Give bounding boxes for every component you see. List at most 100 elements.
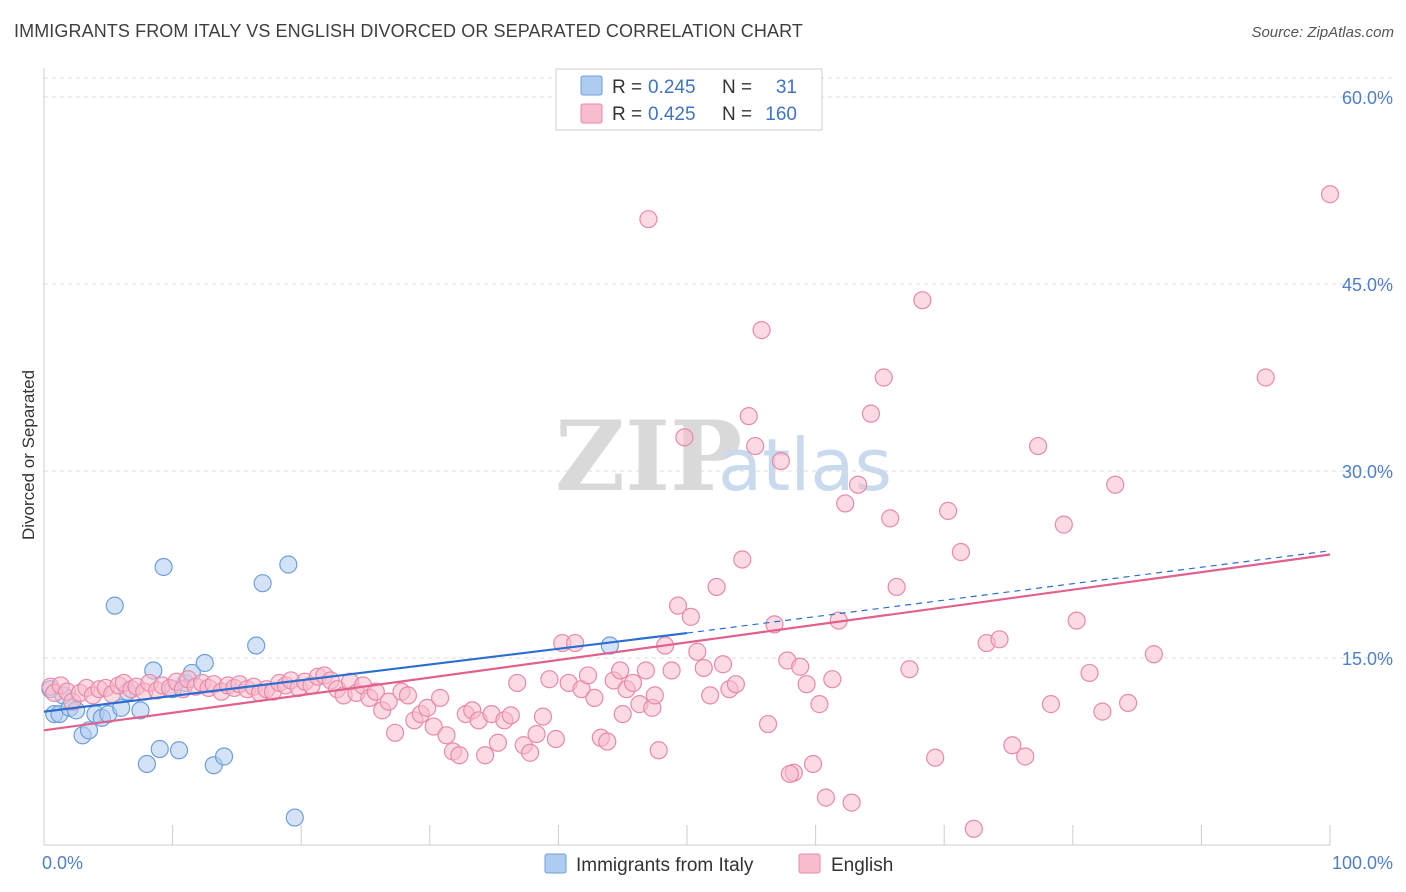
english-point-105 — [713, 655, 733, 674]
legend-english-n-value: 160 — [765, 104, 797, 125]
watermark-atlas: atlas — [718, 423, 892, 507]
italy-point-27 — [253, 574, 272, 593]
english-point-117 — [791, 657, 810, 676]
english-point-118 — [797, 675, 816, 694]
english-point-155 — [645, 686, 664, 705]
english-point-89 — [611, 661, 630, 680]
english-point-143 — [1054, 515, 1073, 534]
english-point-153 — [613, 704, 632, 724]
english-point-140 — [1016, 747, 1035, 766]
english-point-144 — [1067, 611, 1086, 630]
english-point-87 — [598, 732, 617, 751]
english-point-129 — [881, 509, 900, 528]
y-tick-label-30: 30.0% — [1342, 462, 1393, 482]
english-point-110 — [746, 436, 765, 456]
english-point-99 — [675, 428, 694, 447]
english-point-53 — [379, 692, 398, 711]
english-point-56 — [398, 686, 418, 705]
source-label: Source: ZipAtlas.com — [1251, 24, 1394, 41]
english-point-148 — [1118, 693, 1138, 712]
legend-italy-r-label: R = — [612, 77, 642, 98]
english-point-78 — [540, 670, 559, 689]
bottom-legend-swatch-italy — [544, 853, 567, 874]
bottom-legend-italy: Immigrants from Italy — [576, 855, 754, 876]
english-point-131 — [900, 660, 919, 679]
italy-point-23 — [195, 653, 214, 673]
english-point-51 — [366, 682, 385, 701]
english-point-125 — [842, 793, 861, 812]
english-point-149 — [1144, 645, 1163, 664]
x-tick-label-max: 100.0% — [1332, 853, 1393, 873]
english-point-141 — [1028, 436, 1048, 456]
italy-trend-line — [43, 631, 688, 713]
italy-point-28 — [279, 555, 298, 574]
english-point-142 — [1041, 695, 1061, 714]
english-point-103 — [701, 686, 720, 705]
y-tick-label-45: 45.0% — [1342, 275, 1393, 295]
english-point-95 — [649, 741, 668, 760]
y-axis-label: Divorced or Separated — [19, 370, 38, 540]
english-point-84 — [578, 666, 598, 685]
legend-english-n-label: N = — [722, 104, 752, 125]
english-point-112 — [758, 714, 778, 734]
english-point-133 — [926, 748, 945, 767]
trend-lines — [43, 550, 1331, 732]
english-point-138 — [990, 630, 1009, 649]
english-point-109 — [739, 407, 758, 426]
english-point-70 — [488, 733, 508, 752]
english-point-61 — [430, 688, 450, 707]
italy-point-14 — [131, 701, 150, 720]
english-point-136 — [964, 819, 983, 838]
bottom-legend: Immigrants from Italy English — [544, 853, 893, 876]
legend-italy-r-value: 0.245 — [648, 77, 696, 98]
english-point-54 — [385, 723, 405, 742]
english-point-93 — [636, 661, 655, 680]
top-legend: R = 0.245 N = 31 R = 0.425 N = 160 — [555, 68, 823, 131]
legend-swatch-english — [580, 103, 603, 124]
english-point-127 — [861, 404, 880, 423]
english-point-107 — [726, 675, 745, 694]
legend-swatch-italy — [580, 75, 603, 96]
grid-lines — [44, 77, 1393, 659]
english-point-121 — [816, 788, 835, 807]
english-point-145 — [1080, 663, 1099, 683]
english-point-60 — [424, 717, 443, 736]
english-point-102 — [694, 658, 713, 678]
english-point-75 — [521, 743, 540, 762]
watermark-zip: ZIP — [555, 400, 742, 513]
english-point-68 — [475, 746, 495, 765]
italy-point-15 — [137, 754, 156, 774]
axes — [43, 68, 1331, 846]
y-tick-label-60: 60.0% — [1342, 88, 1393, 108]
english-point-132 — [913, 291, 932, 310]
bottom-legend-english: English — [831, 855, 893, 876]
y-tick-label-15: 15.0% — [1342, 649, 1393, 669]
english-point-59 — [418, 698, 437, 717]
english-point-152 — [1320, 185, 1340, 204]
italy-point-7 — [79, 721, 99, 740]
english-point-100 — [681, 607, 700, 626]
legend-english-r-value: 0.425 — [648, 104, 696, 125]
english-point-135 — [951, 542, 971, 562]
legend-italy-n-value: 31 — [776, 77, 797, 98]
legend-italy-n-label: N = — [722, 77, 752, 98]
english-point-104 — [707, 577, 726, 597]
english-point-85 — [585, 688, 604, 707]
english-point-128 — [874, 368, 893, 387]
english-point-62 — [437, 726, 456, 745]
y-tick-labels: 15.0% 30.0% 45.0% 60.0% — [1342, 88, 1393, 669]
english-point-113 — [765, 615, 784, 634]
english-point-130 — [887, 577, 906, 597]
italy-point-17 — [150, 739, 169, 759]
english-point-150 — [639, 210, 658, 229]
legend-english-r-label: R = — [612, 104, 642, 125]
english-point-146 — [1093, 702, 1112, 721]
italy-point-25 — [214, 747, 234, 766]
english-point-91 — [623, 673, 643, 693]
english-point-124 — [836, 494, 855, 513]
english-point-98 — [668, 596, 688, 615]
english-point-76 — [527, 724, 546, 744]
english-point-108 — [733, 550, 752, 569]
italy-point-11 — [105, 596, 124, 615]
